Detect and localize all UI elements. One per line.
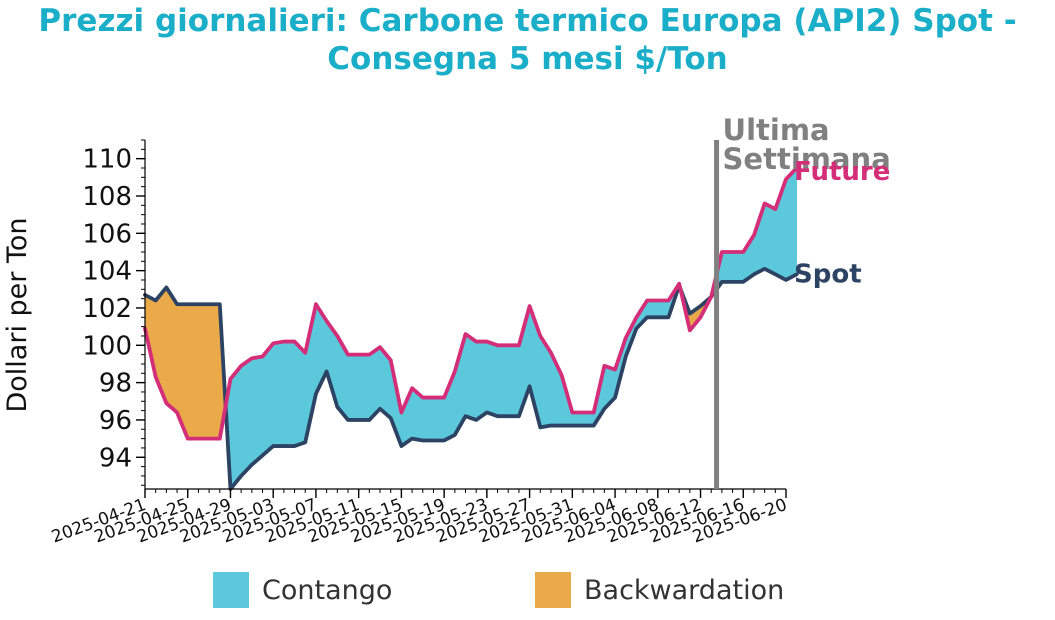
legend-item-contango: Contango <box>213 570 392 610</box>
series-line-spot <box>143 266 799 491</box>
contango-area-segment <box>422 397 434 441</box>
contango-area-segment <box>433 397 445 441</box>
contango-area-segment <box>294 340 306 447</box>
contango-area-segment <box>283 341 295 447</box>
legend: Contango Backwardation <box>213 570 803 610</box>
y-tick-label: 106 <box>82 219 132 249</box>
chart-title-line-2: Consegna 5 mesi $/Ton <box>327 41 728 77</box>
chart-title: Prezzi giornalieri: Carbone termico Euro… <box>0 2 1055 78</box>
last-week-label-line: Settimana <box>723 142 891 176</box>
contango-area-segment <box>486 341 498 417</box>
contango-area-segment <box>572 412 584 426</box>
backwardation-area-segment <box>208 303 221 439</box>
contango-area-segment <box>465 333 477 421</box>
contango-area-segment <box>272 341 285 447</box>
backwardation-area-segment <box>198 303 210 439</box>
contango-area-segment <box>582 412 595 426</box>
y-axis-label: Dollari per Ton <box>2 217 33 412</box>
contango-area-segment <box>497 344 509 417</box>
contango-area-segment <box>358 354 370 421</box>
contango-area-segment <box>646 300 659 318</box>
legend-label-backwardation: Backwardation <box>584 574 785 606</box>
y-tick-label: 104 <box>82 257 132 287</box>
contango-area-segment <box>347 354 359 421</box>
future-series-label: Future <box>794 157 890 187</box>
spread-area-layer <box>144 167 797 490</box>
spot-series-label: Spot <box>794 259 862 289</box>
chart-title-line-1: Prezzi giornalieri: Carbone termico Euro… <box>38 3 1017 39</box>
legend-swatch-backwardation <box>535 572 571 608</box>
contango-area-segment <box>764 202 776 275</box>
y-tick-label: 96 <box>99 406 132 436</box>
contango-area-segment <box>507 344 520 417</box>
contango-area-segment <box>240 357 253 477</box>
series-lines-layer <box>143 166 799 491</box>
y-tick-label: 100 <box>82 331 132 361</box>
backwardation-area-segment <box>166 286 178 414</box>
contango-area-segment <box>657 300 669 318</box>
y-tick-label: 102 <box>82 294 132 324</box>
y-tick-label: 98 <box>99 369 132 399</box>
legend-label-contango: Contango <box>262 574 393 606</box>
backwardation-area-segment <box>187 303 199 439</box>
y-tick-label: 110 <box>82 145 132 175</box>
contango-area-segment <box>475 341 488 421</box>
legend-item-backwardation: Backwardation <box>535 570 784 610</box>
contango-area-segment <box>721 251 733 283</box>
contango-area-segment <box>230 364 242 490</box>
contango-area-segment <box>732 251 744 283</box>
y-tick-label: 108 <box>82 182 132 212</box>
contango-area-segment <box>262 342 274 457</box>
legend-swatch-contango <box>213 572 249 608</box>
last-week-label-line: Ultima <box>723 113 830 147</box>
contango-area-segment <box>251 356 263 466</box>
y-tick-label: 94 <box>99 443 132 473</box>
series-line-future <box>143 166 799 441</box>
